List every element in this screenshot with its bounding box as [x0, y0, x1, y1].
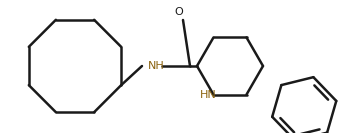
- Text: HN: HN: [200, 90, 216, 100]
- Text: NH: NH: [148, 61, 165, 71]
- Text: O: O: [175, 7, 183, 17]
